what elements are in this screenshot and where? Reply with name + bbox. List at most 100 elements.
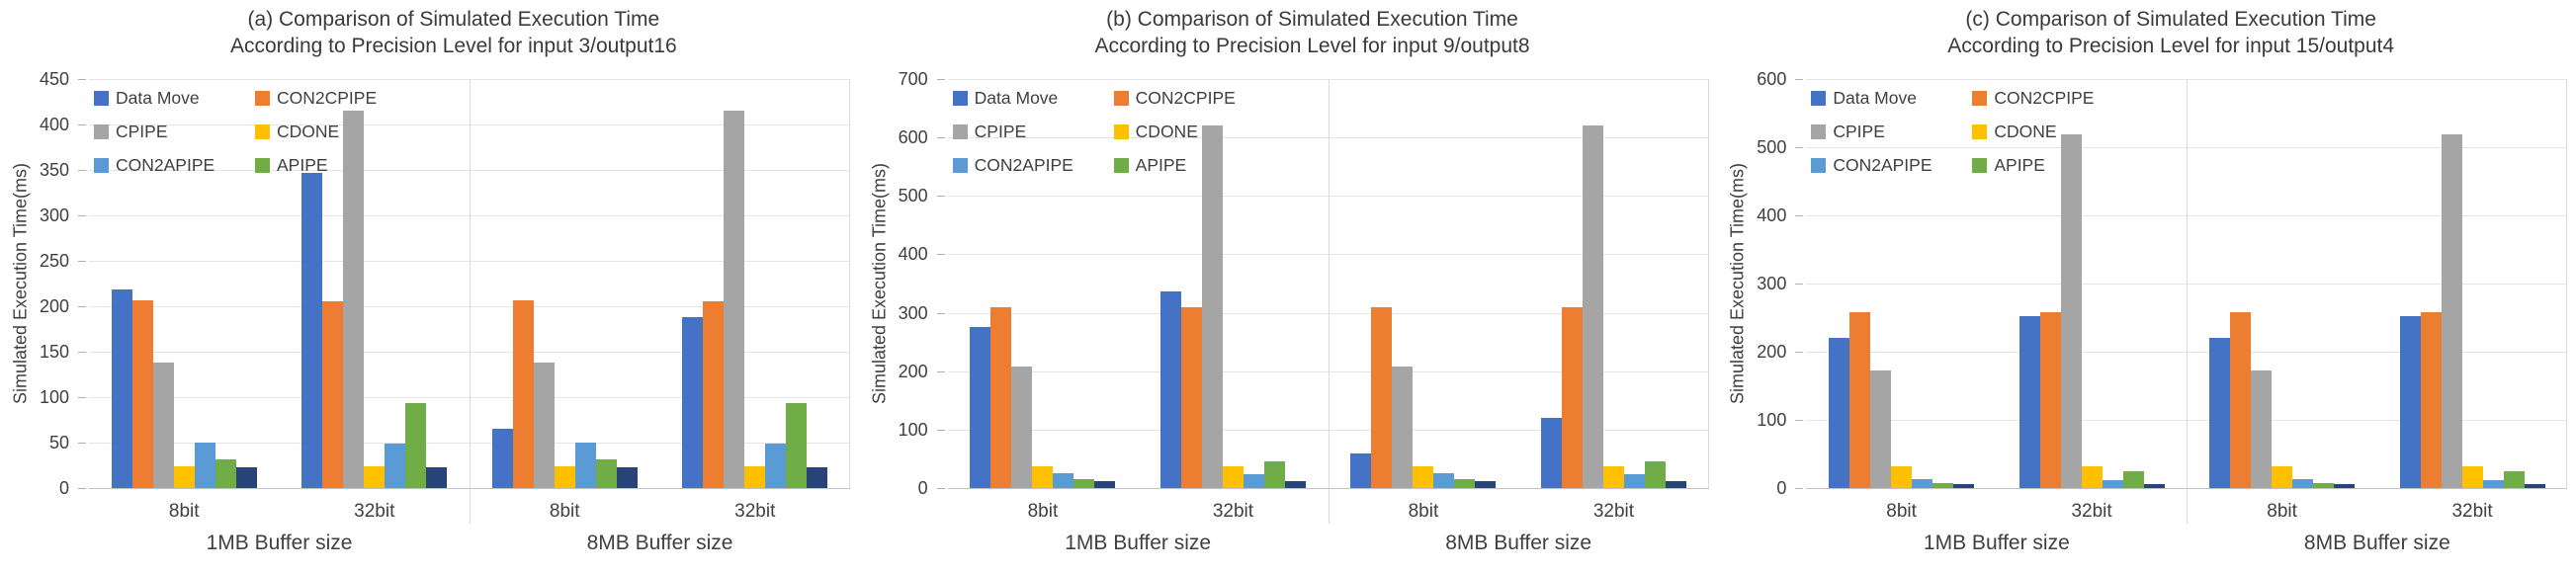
legend-swatch-con2cpipe (255, 91, 270, 106)
y-tick-mark (1795, 420, 1804, 421)
y-tick-mark (78, 488, 86, 489)
y-tick-mark (78, 397, 86, 398)
legend-item: APIPE (255, 155, 377, 176)
y-tick-mark (936, 137, 945, 139)
bar-series7 (1094, 481, 1116, 488)
y-tick-mark (78, 261, 86, 262)
legend-label: CON2APIPE (974, 155, 1073, 175)
chart-title: (a) Comparison of Simulated Execution Ti… (247, 8, 660, 31)
bar-cpipe (152, 363, 174, 488)
x-group-label: 8MB Buffer size (1445, 532, 1592, 554)
x-category-label: 8bit (2267, 501, 2297, 522)
legend-item: CON2APIPE (94, 155, 255, 176)
y-tick-label: 100 (39, 387, 69, 407)
bar-data-move (1159, 290, 1181, 488)
chart-title-block: (b) Comparison of Simulated Execution Ti… (913, 6, 1712, 59)
bar-con2cpipe (2230, 311, 2252, 488)
bar-con2apipe (2482, 479, 2504, 488)
legend-label: Data Move (116, 88, 200, 108)
bar-cpipe (2441, 133, 2462, 488)
x-category-label: 8bit (168, 501, 200, 522)
y-tick-label: 500 (898, 186, 928, 206)
bar-cdone (744, 465, 766, 488)
y-tick-label: 400 (898, 244, 928, 265)
bar-con2cpipe (2420, 311, 2442, 488)
x-group-label: 8MB Buffer size (586, 532, 733, 554)
y-tick-label: 100 (1757, 410, 1787, 430)
bar-data-move (2018, 316, 2040, 488)
bar-data-move (682, 317, 704, 488)
y-tick-mark (78, 352, 86, 353)
y-tick-label: 300 (898, 302, 928, 323)
x-category-label: 8bit (1408, 501, 1439, 522)
bar-cdone (1413, 466, 1434, 488)
bar-data-move (491, 429, 513, 488)
legend-item: CDONE (255, 122, 377, 142)
plot-right-border (849, 79, 850, 488)
bar-con2cpipe (990, 306, 1012, 488)
y-tick-mark (78, 443, 86, 444)
y-tick-mark (936, 79, 945, 80)
legend-label: Data Move (974, 88, 1059, 108)
bar-apipe (2313, 483, 2335, 488)
y-tick-label: 250 (39, 251, 69, 271)
legend-item: CON2APIPE (952, 155, 1114, 176)
legend-item: APIPE (1972, 155, 2094, 176)
y-tick-label: 300 (39, 205, 69, 225)
legend-swatch-apipe (1972, 158, 1988, 173)
category-separator (470, 79, 471, 524)
bar-series7 (235, 466, 257, 488)
bar-con2cpipe (1180, 306, 1202, 488)
bar-apipe (786, 402, 808, 488)
chart-title-block: (c) Comparison of Simulated Execution Ti… (1771, 6, 2570, 59)
legend-label: CON2APIPE (116, 155, 215, 175)
legend: Data Move CON2CPIPE CPIPE CDONE CON2APIPE API… (1811, 88, 2094, 176)
bar-cdone (1222, 466, 1244, 488)
bar-cpipe (343, 111, 365, 488)
chart-subtitle: According to Precision Level for input 1… (1947, 35, 2395, 57)
legend-swatch-cpipe (1811, 124, 1827, 139)
bar-data-move (2209, 338, 2231, 488)
legend-swatch-apipe (255, 158, 270, 173)
legend-swatch-cdone (255, 124, 270, 139)
x-category-label: 32bit (1592, 501, 1635, 522)
bar-con2cpipe (2039, 311, 2061, 488)
bar-cpipe (1201, 125, 1223, 488)
chart-panel-c: (c) Comparison of Simulated Execution Ti… (1717, 0, 2576, 574)
y-tick-mark (1795, 215, 1804, 216)
chart-subtitle: According to Precision Level for input 3… (229, 35, 677, 57)
legend-item: CPIPE (1811, 122, 1972, 142)
bar-con2apipe (194, 443, 215, 488)
bar-con2cpipe (512, 299, 534, 488)
chart-panel-a: (a) Comparison of Simulated Execution Ti… (0, 0, 859, 574)
legend-label: CDONE (277, 122, 340, 141)
bar-cdone (364, 465, 386, 488)
legend-label: Data Move (1833, 88, 1917, 108)
bar-series7 (1284, 481, 1306, 488)
y-tick-mark (1795, 352, 1804, 353)
bar-cdone (1602, 466, 1624, 488)
legend-item: CPIPE (94, 122, 255, 142)
legend-swatch-cpipe (952, 124, 968, 139)
legend-item: CON2CPIPE (1972, 88, 2094, 109)
legend-label: CPIPE (974, 122, 1027, 141)
bar-apipe (595, 459, 617, 488)
legend-item: CON2APIPE (1811, 155, 1972, 176)
chart-title-block: (a) Comparison of Simulated Execution Ti… (54, 6, 853, 59)
bar-apipe (2122, 470, 2144, 488)
legend-label: CDONE (1994, 122, 2057, 141)
bar-con2cpipe (131, 299, 153, 488)
legend-swatch-con2cpipe (1972, 91, 1988, 106)
legend-item: CON2CPIPE (1113, 88, 1236, 109)
legend-swatch-apipe (1113, 158, 1129, 173)
chart-subtitle: According to Precision Level for input 9… (1094, 35, 1530, 57)
bar-data-move (1829, 338, 1850, 488)
bar-series7 (2524, 483, 2545, 488)
bar-data-move (1540, 418, 1562, 488)
y-tick-label: 200 (39, 296, 69, 316)
bar-con2cpipe (1849, 311, 1871, 488)
bar-cdone (2272, 465, 2293, 488)
bar-series7 (1953, 483, 1975, 488)
y-tick-mark (78, 215, 86, 216)
y-tick-label: 200 (1757, 342, 1787, 362)
